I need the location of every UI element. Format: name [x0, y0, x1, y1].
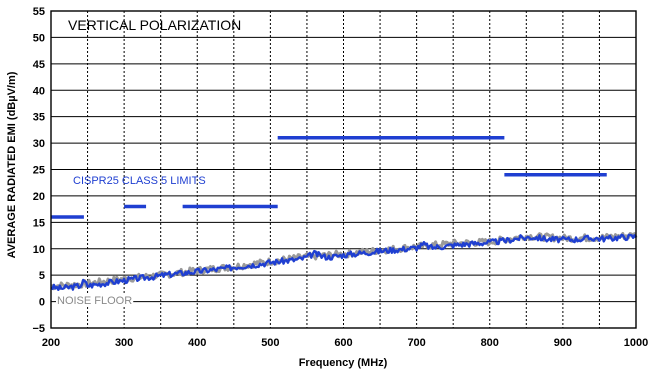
- y-tick-label: 5: [39, 270, 45, 282]
- y-tick-label: 0: [39, 297, 45, 309]
- y-tick-label: 40: [33, 85, 45, 97]
- x-tick-label: 200: [42, 337, 60, 349]
- y-tick-label: 30: [33, 138, 45, 150]
- x-tick-label: 300: [115, 337, 133, 349]
- y-tick-label: 45: [33, 59, 45, 71]
- x-tick-label: 500: [261, 337, 279, 349]
- x-axis-title: Frequency (MHz): [299, 357, 388, 369]
- plot-frame: [50, 10, 637, 329]
- x-tick-label: 400: [188, 337, 206, 349]
- x-tick-label: 1000: [624, 337, 648, 349]
- noise-label-backing: [56, 295, 134, 307]
- y-tick-label: 20: [33, 191, 45, 203]
- x-tick-label: 800: [481, 337, 499, 349]
- noise-floor-annotation: NOISE FLOOR: [57, 295, 132, 307]
- x-tick-label: 700: [407, 337, 425, 349]
- emi-layer: [50, 233, 637, 291]
- x-tick-label: 600: [334, 337, 352, 349]
- chart-title: VERTICAL POLARIZATION: [68, 17, 241, 33]
- y-axis-title: AVERAGE RADIATED EMI (dBµV/m): [6, 71, 18, 258]
- y-tick-label: −5: [32, 323, 45, 335]
- tick-layer: 200 300 400 500 600 700 800 900 1000 −5 0 5 10 15 20 25…: [32, 6, 648, 349]
- x-tick-label: 900: [554, 337, 572, 349]
- y-tick-label: 25: [33, 165, 45, 177]
- limits-annotation: CISPR25 CLASS 5 LIMITS: [73, 175, 206, 187]
- y-tick-label: 35: [33, 112, 45, 124]
- y-tick-label: 55: [33, 6, 45, 18]
- emi-line: [50, 233, 637, 291]
- limit-layer: [51, 136, 607, 219]
- y-tick-label: 15: [33, 217, 45, 229]
- y-tick-label: 50: [33, 32, 45, 44]
- y-tick-label: 10: [33, 244, 45, 256]
